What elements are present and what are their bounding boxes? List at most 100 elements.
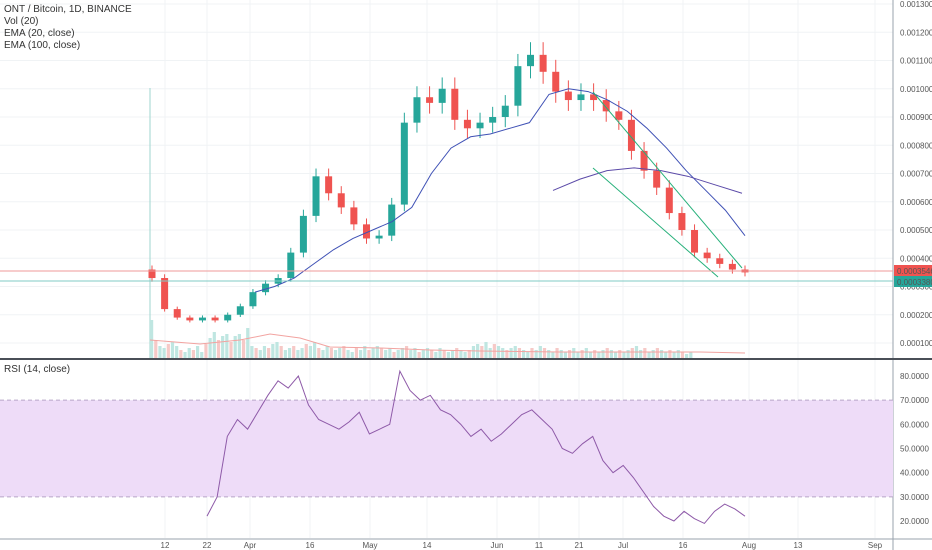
volume-bar xyxy=(446,352,450,358)
price-tick-label: 0.0001000 xyxy=(900,339,932,348)
candle-body xyxy=(148,269,156,279)
volume-bar xyxy=(643,348,647,358)
volume-bar xyxy=(442,350,446,358)
time-tick-label: Jul xyxy=(618,541,628,550)
volume-bar xyxy=(647,352,651,358)
ema100-label[interactable]: EMA (100, close) xyxy=(4,40,81,51)
second-price-badge xyxy=(894,276,932,287)
candle-body xyxy=(577,94,585,101)
time-tick-label: Apr xyxy=(244,541,257,550)
candle-body xyxy=(501,105,509,117)
ema20-line xyxy=(254,88,746,293)
candle-body xyxy=(211,317,219,321)
rsi-tick-label: 20.0000 xyxy=(900,517,929,526)
volume-bar xyxy=(158,346,162,358)
ema20-label[interactable]: EMA (20, close) xyxy=(4,28,75,39)
time-tick-label: 16 xyxy=(306,541,315,550)
volume-bar xyxy=(342,346,346,358)
volume-bar xyxy=(559,350,563,358)
volume-bar xyxy=(375,346,379,358)
candle-body xyxy=(413,97,421,123)
rsi-tick-label: 40.0000 xyxy=(900,469,929,478)
volume-bar xyxy=(626,350,630,358)
volume-bar xyxy=(505,350,509,358)
volume-bar xyxy=(392,352,396,358)
volume-bar xyxy=(676,350,680,358)
volume-bar xyxy=(597,352,601,358)
candle-body xyxy=(388,204,396,236)
volume-bar xyxy=(317,348,321,358)
candle-body xyxy=(627,119,635,151)
volume-bar xyxy=(680,352,685,358)
volume-bar xyxy=(613,352,618,358)
volume-bar xyxy=(241,340,246,358)
volume-bar xyxy=(371,348,375,358)
volume-bar xyxy=(630,348,634,358)
candle-body xyxy=(602,100,610,112)
volume-bar xyxy=(530,348,534,358)
volume-bar xyxy=(258,350,262,358)
volume-bar xyxy=(467,350,471,358)
channel-lower-line xyxy=(592,167,719,278)
last-price-value: 0.0003546 xyxy=(897,267,932,276)
candle-body xyxy=(728,263,736,270)
candle-body xyxy=(463,119,471,129)
volume-bar xyxy=(542,348,547,358)
price-legend: ONT / Bitcoin, 1D, BINANCE Vol (20) EMA … xyxy=(4,4,132,52)
volume-bar xyxy=(563,352,568,358)
rsi-tick-label: 30.0000 xyxy=(900,493,929,502)
volume-bar xyxy=(267,348,271,358)
volume-bar xyxy=(568,350,572,358)
volume-bar xyxy=(204,344,208,358)
volume-bar xyxy=(622,352,626,358)
rsi-legend: RSI (14, close) xyxy=(4,364,70,376)
volume-bar xyxy=(413,348,417,358)
volume-bar xyxy=(170,342,175,358)
rsi-tick-label: 80.0000 xyxy=(900,372,929,381)
volume-bar xyxy=(400,348,404,358)
volume-bar xyxy=(450,350,455,358)
volume-bar xyxy=(605,348,609,358)
rsi-label[interactable]: RSI (14, close) xyxy=(4,364,71,375)
candle-body xyxy=(375,235,383,239)
vol-label[interactable]: Vol (20) xyxy=(4,16,39,27)
candle-body xyxy=(590,94,598,101)
volume-bar xyxy=(659,350,664,358)
candle-body xyxy=(400,122,408,205)
volume-bar xyxy=(438,348,442,358)
volume-bar xyxy=(430,350,434,358)
volume-bar xyxy=(150,320,154,358)
volume-bar xyxy=(471,346,476,358)
volume-bar xyxy=(522,350,526,358)
volume-bar xyxy=(551,352,555,358)
rsi-tick-label: 60.0000 xyxy=(900,420,929,429)
volume-bar xyxy=(572,348,576,358)
time-tick-label: 14 xyxy=(423,541,432,550)
candle-body xyxy=(451,88,459,120)
volume-bar xyxy=(296,350,300,358)
volume-bar xyxy=(584,348,588,358)
symbol-label[interactable]: ONT / Bitcoin, 1D, BINANCE xyxy=(4,4,132,15)
time-tick-label: 12 xyxy=(161,541,170,550)
volume-bar xyxy=(325,346,329,358)
volume-bar xyxy=(601,350,605,358)
candle-body xyxy=(299,215,307,253)
volume-bar xyxy=(425,348,430,358)
volume-bar xyxy=(509,348,513,358)
time-tick-label: Sep xyxy=(868,541,883,550)
candle-body xyxy=(312,176,320,216)
volume-bar xyxy=(655,348,659,358)
volume-bar xyxy=(350,352,354,358)
volume-bar xyxy=(233,336,237,358)
volume-bar xyxy=(166,344,170,358)
candle-body xyxy=(564,91,572,101)
volume-bar xyxy=(200,352,204,358)
volume-bar xyxy=(287,348,292,358)
